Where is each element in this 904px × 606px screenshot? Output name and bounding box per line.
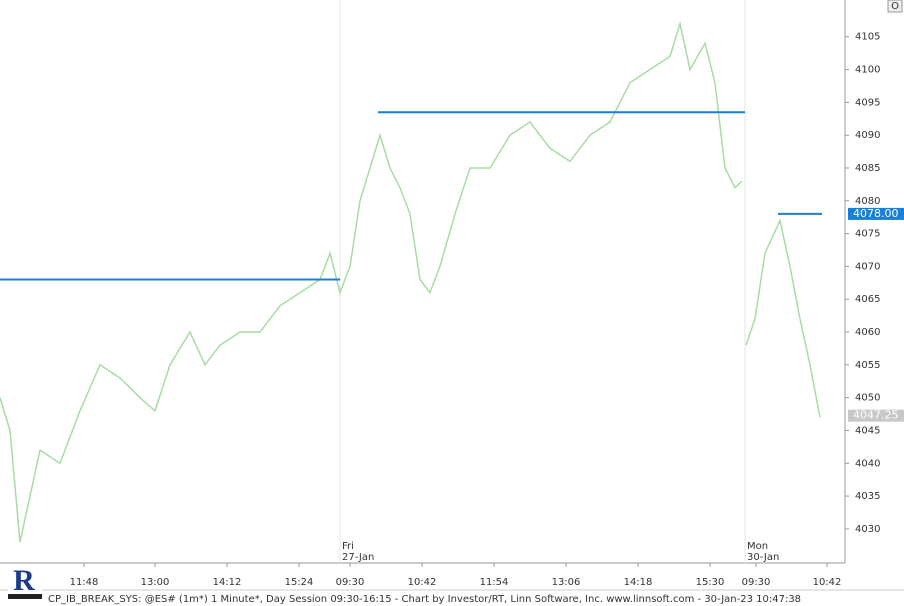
price-label: 4047.25 xyxy=(853,409,899,422)
x-tick-label: 14:12 xyxy=(213,577,242,588)
x-tick-label: 14:18 xyxy=(624,577,653,588)
x-tick-label: 15:30 xyxy=(696,577,725,588)
x-tick-label: 15:24 xyxy=(285,577,314,588)
x-tick-label: 10:42 xyxy=(408,577,437,588)
y-tick-label: 4055 xyxy=(855,360,880,371)
button-label[interactable]: O xyxy=(891,1,899,12)
footer: CP_IB_BREAK_SYS: @ES# (1m*) 1 Minute*, D… xyxy=(48,594,801,605)
y-tick-label: 4060 xyxy=(855,327,880,338)
price-label-box xyxy=(848,409,904,422)
price-line xyxy=(0,20,821,543)
session-day: Mon xyxy=(747,541,768,552)
x-tick-label: 11:48 xyxy=(70,577,99,588)
y-tick-label: 4070 xyxy=(855,261,880,272)
x-tick-label: 09:30 xyxy=(336,577,365,588)
y-tick-label: 4095 xyxy=(855,97,880,108)
y-tick-label: 4100 xyxy=(855,65,880,76)
price-label-box xyxy=(848,207,904,220)
session-day: Fri xyxy=(342,541,354,552)
logo: R xyxy=(8,564,42,604)
y-tick-label: 4090 xyxy=(855,130,880,141)
y-tick-label: 4085 xyxy=(855,163,880,174)
x-tick-label: 13:00 xyxy=(141,577,170,588)
y-tick-label: 4030 xyxy=(855,524,880,535)
x-tick-label: 11:54 xyxy=(480,577,509,588)
y-tick-label: 4075 xyxy=(855,229,880,240)
y-tick-label: 4105 xyxy=(855,32,880,43)
y-tick-label: 4080 xyxy=(855,196,880,207)
session-date: 30-Jan xyxy=(747,552,779,563)
x-tick-label: 13:06 xyxy=(552,577,581,588)
x-tick-label: 10:42 xyxy=(813,577,842,588)
y-tick-label: 4045 xyxy=(855,425,880,436)
session-date: 27-Jan xyxy=(342,552,374,563)
y-tick-label: 4065 xyxy=(855,294,880,305)
y-tick-label: 4035 xyxy=(855,491,880,502)
price-label: 4078.00 xyxy=(853,207,899,220)
button[interactable] xyxy=(887,0,903,13)
y-tick-label: 4050 xyxy=(855,393,880,404)
svg-text:R: R xyxy=(13,564,35,597)
x-tick-label: 09:30 xyxy=(742,577,771,588)
y-tick-label: 4040 xyxy=(855,458,880,469)
